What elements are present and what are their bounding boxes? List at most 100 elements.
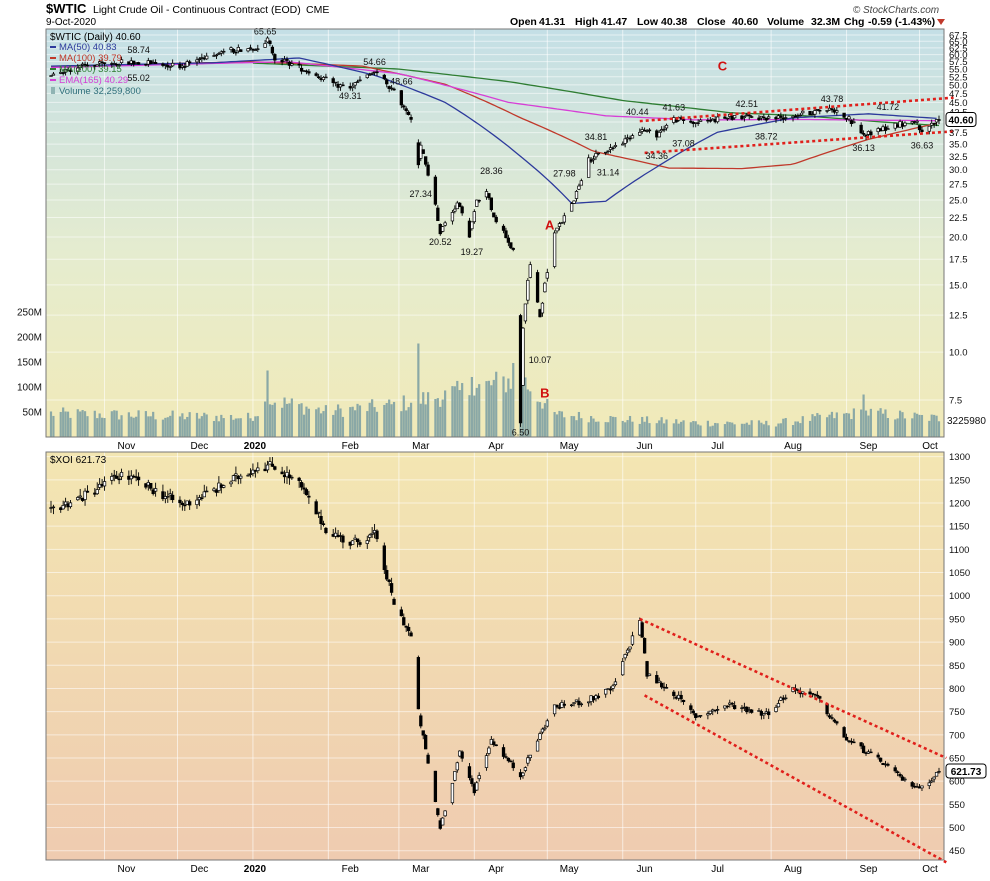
bottom-month-label: 2020: [244, 864, 267, 875]
volume-bar: [740, 423, 744, 437]
volume-bar: [886, 418, 890, 437]
wtic-candle-body: [808, 110, 812, 116]
xoi-candle-body: [757, 710, 761, 712]
wtic-y-tick: 32.5: [949, 152, 968, 163]
wtic-y-tick: 10.0: [949, 348, 968, 359]
wtic-candle-body: [426, 164, 430, 176]
wtic-candle-body: [628, 137, 632, 140]
wtic-candle-body: [409, 117, 413, 120]
volume-bar: [509, 388, 512, 437]
wtic-candle-body: [762, 116, 766, 119]
xoi-candle-body: [628, 646, 632, 650]
volume-y-tick: 250M: [17, 308, 42, 319]
xoi-candle-body: [732, 705, 737, 710]
wtic-candle-body: [460, 206, 464, 214]
volume-bar: [935, 415, 938, 437]
xoi-candle-body: [492, 741, 496, 746]
wave-label-b: B: [540, 386, 549, 401]
xoi-candle-body: [698, 715, 703, 717]
xoi-candle-body: [613, 681, 618, 686]
wtic-candle-body: [927, 125, 931, 132]
volume-bar: [368, 402, 371, 437]
xoi-candle-body: [825, 704, 829, 715]
volume-bar: [290, 398, 293, 437]
wtic-candle-body: [886, 128, 890, 130]
wtic-candle-body: [662, 128, 666, 131]
xoi-y-tick: 600: [949, 777, 965, 788]
xoi-candle-body: [234, 473, 238, 476]
wtic-candle-body: [421, 149, 425, 154]
xoi-candle-body: [910, 782, 914, 787]
xoi-candle-body: [813, 693, 817, 696]
wtic-y-tick: 35.0: [949, 140, 968, 151]
wtic-candle-body: [375, 71, 379, 74]
wtic-candle-body: [523, 303, 528, 322]
xoi-candle-body: [623, 654, 627, 659]
volume-bar: [884, 409, 887, 437]
wtic-candle-body: [623, 138, 627, 144]
volume-bar: [341, 416, 345, 437]
volume-bar: [594, 421, 598, 437]
volume-bar: [268, 404, 272, 437]
wtic-candle-body: [387, 86, 391, 89]
legend-title: $WTIC (Daily) 40.60: [50, 32, 141, 43]
wtic-candle-body: [589, 159, 593, 162]
volume-bar: [98, 413, 101, 437]
volume-bar: [64, 411, 67, 437]
volume-bar: [461, 383, 464, 437]
wtic-candle-body: [764, 118, 768, 121]
wtic-candle-body: [562, 215, 566, 223]
volume-bar: [149, 416, 152, 437]
wtic-candle-body: [509, 242, 513, 249]
wtic-candle-body: [66, 69, 70, 71]
volume-bar: [281, 407, 284, 437]
wtic-candle-body: [852, 121, 856, 124]
xoi-candle-body: [117, 478, 121, 481]
volume-bar: [49, 411, 53, 437]
volume-bar: [81, 410, 84, 437]
wtic-candle-body: [402, 105, 406, 108]
xoi-candle-body: [484, 755, 489, 768]
volume-bar: [152, 411, 155, 437]
wtic-candle-body: [83, 63, 87, 66]
volume-bar: [468, 395, 471, 437]
wtic-candle-body: [528, 264, 532, 278]
volume-bar: [339, 408, 342, 437]
xoi-candle-body: [574, 699, 579, 702]
volume-bar: [470, 377, 473, 437]
volume-bar: [680, 421, 683, 437]
bottom-month-label: Sep: [860, 864, 878, 875]
volume-bar: [577, 411, 581, 437]
xoi-candle-body: [424, 735, 428, 750]
wtic-y-tick: 60.0: [949, 50, 968, 61]
xoi-candle-body: [579, 703, 584, 706]
wtic-candle-body: [920, 129, 924, 133]
volume-bar: [426, 392, 430, 437]
xoi-candle-body: [382, 545, 386, 570]
wtic-candle-body: [798, 114, 802, 117]
volume-bar: [232, 419, 235, 437]
volume-bar: [103, 418, 106, 437]
wtic-candle-body: [723, 116, 727, 119]
wtic-candle-body: [742, 116, 747, 118]
xoi-candle-body: [61, 505, 65, 510]
xoi-candle-body: [51, 506, 56, 509]
volume-bar: [589, 416, 593, 437]
wave-label-c: C: [718, 59, 728, 74]
volume-bar: [743, 423, 746, 437]
legend-item: MA(100) 39.79: [59, 53, 122, 64]
xoi-candle-body: [441, 817, 445, 826]
wtic-candle-body: [830, 108, 834, 111]
xoi-candle-body: [389, 583, 394, 593]
volume-bar: [624, 422, 627, 437]
volume-bar: [93, 410, 96, 437]
xoi-candle-body: [83, 490, 87, 500]
legend-item: MA(200) 39.15: [59, 64, 122, 75]
volume-bar: [115, 410, 118, 437]
xoi-candle-body: [725, 705, 729, 708]
volume-bar: [319, 413, 323, 437]
xoi-candle-body: [392, 598, 396, 605]
wtic-candle-body: [331, 78, 335, 83]
wtic-candle-body: [307, 71, 311, 74]
price-label: 31.14: [597, 168, 620, 178]
